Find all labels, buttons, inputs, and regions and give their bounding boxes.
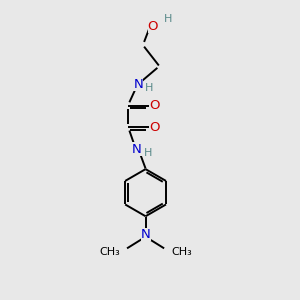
Text: N: N (141, 228, 151, 241)
Text: H: H (144, 148, 152, 158)
Text: N: N (132, 142, 142, 156)
Text: O: O (149, 121, 160, 134)
Text: H: H (145, 82, 154, 93)
Text: H: H (164, 14, 172, 24)
Text: CH₃: CH₃ (99, 247, 120, 257)
Text: O: O (149, 99, 160, 112)
Text: O: O (148, 20, 158, 33)
Text: CH₃: CH₃ (171, 247, 192, 257)
Text: N: N (133, 78, 143, 91)
